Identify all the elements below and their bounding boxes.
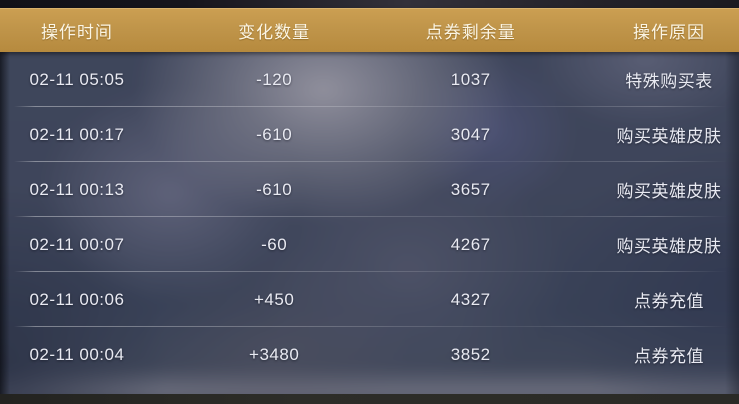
cell-reason: 点券充值 bbox=[633, 347, 704, 366]
cell-balance: 1037 bbox=[450, 69, 491, 89]
cell-reason: 购买英雄皮肤 bbox=[616, 182, 722, 201]
cell-balance: 3852 bbox=[450, 344, 491, 364]
cell-time: 02-11 00:07 bbox=[29, 234, 125, 254]
table-row: 02-11 00:04 +3480 3852 点券充值 bbox=[0, 327, 739, 382]
cell-reason: 特殊购买表 bbox=[625, 72, 713, 91]
table-row: 02-11 00:07 -60 4267 购买英雄皮肤 bbox=[0, 217, 739, 272]
table-row: 02-11 00:13 -610 3657 购买英雄皮肤 bbox=[0, 162, 739, 217]
header-cell-time: 操作时间 bbox=[40, 22, 113, 42]
cell-change: -120 bbox=[256, 69, 293, 89]
header-cell-balance: 点券剩余量 bbox=[425, 22, 516, 42]
cell-balance: 4267 bbox=[450, 234, 491, 254]
cell-change: +450 bbox=[254, 289, 295, 309]
table-row: 02-11 00:17 -610 3047 购买英雄皮肤 bbox=[0, 107, 739, 162]
cell-reason: 点券充值 bbox=[633, 292, 704, 311]
cell-change: -610 bbox=[256, 124, 293, 144]
cell-time: 02-11 00:06 bbox=[29, 289, 125, 309]
cell-change: -610 bbox=[256, 179, 293, 199]
table-row: 02-11 00:06 +450 4327 点券充值 bbox=[0, 272, 739, 327]
transaction-table: 操作时间 变化数量 点券剩余量 操作原因 02-11 05:05 -120 1037… bbox=[0, 8, 739, 382]
cell-balance: 4327 bbox=[450, 289, 491, 309]
cell-time: 02-11 05:05 bbox=[29, 69, 125, 89]
header-cell-reason: 操作原因 bbox=[632, 22, 705, 42]
table-row: 02-11 05:05 -120 1037 特殊购买表 bbox=[0, 52, 739, 107]
cell-balance: 3657 bbox=[450, 179, 491, 199]
header-cell-change: 变化数量 bbox=[238, 22, 311, 42]
top-edge-strip bbox=[0, 0, 739, 8]
cell-reason: 购买英雄皮肤 bbox=[616, 237, 722, 256]
cell-time: 02-11 00:17 bbox=[29, 124, 125, 144]
cell-balance: 3047 bbox=[450, 124, 491, 144]
cell-time: 02-11 00:04 bbox=[29, 344, 125, 364]
bottom-edge-strip bbox=[0, 394, 739, 404]
table-header: 操作时间 变化数量 点券剩余量 操作原因 bbox=[0, 8, 739, 52]
cell-change: +3480 bbox=[249, 344, 300, 364]
cell-reason: 购买英雄皮肤 bbox=[616, 127, 722, 146]
table-body[interactable]: 02-11 05:05 -120 1037 特殊购买表 02-11 00:17 -610 3… bbox=[0, 52, 739, 382]
cell-change: -60 bbox=[261, 234, 288, 254]
cell-time: 02-11 00:13 bbox=[29, 179, 125, 199]
